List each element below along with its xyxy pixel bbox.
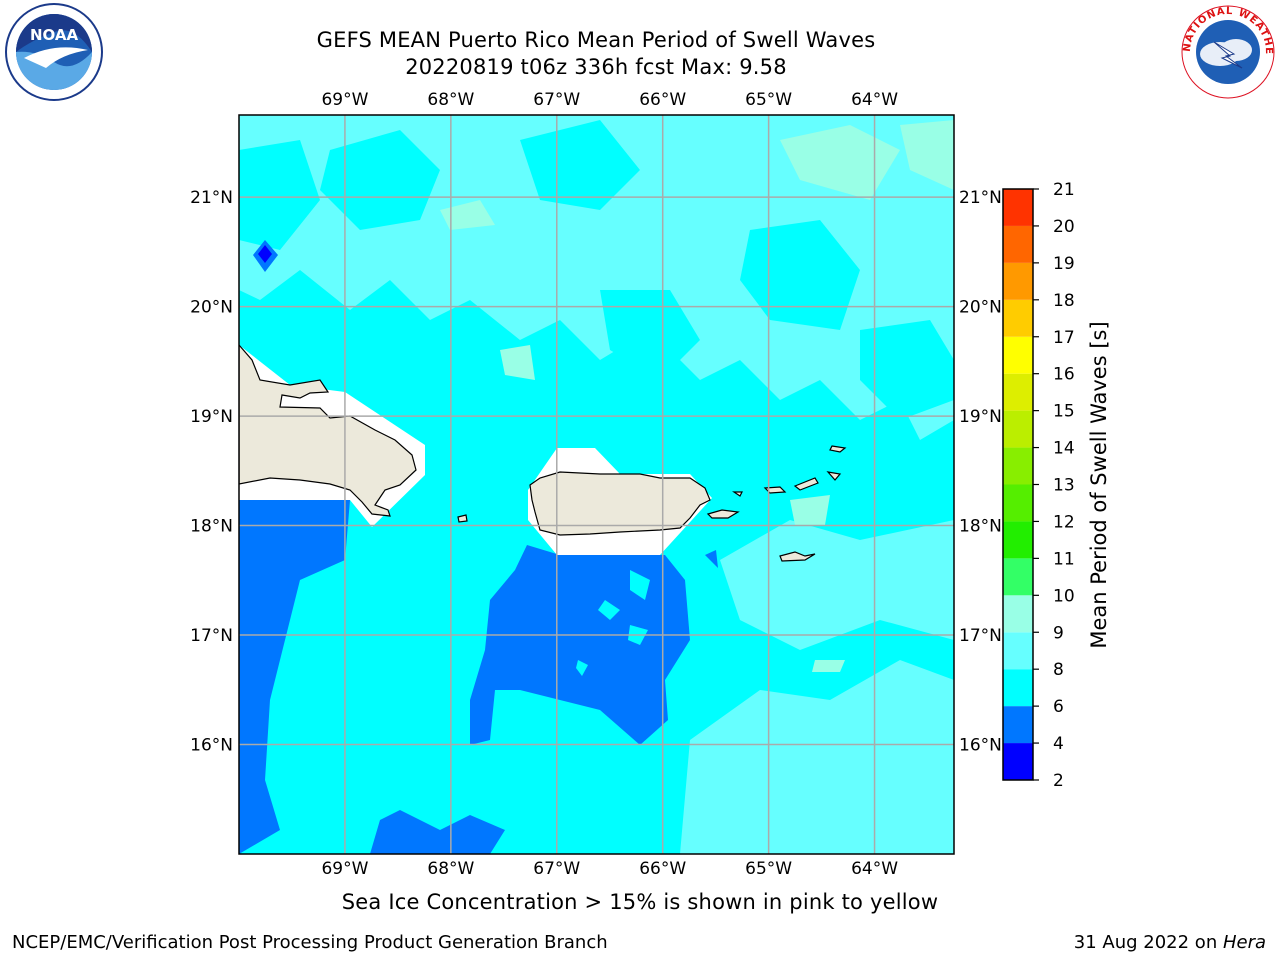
lat-tick-label: 20°N — [959, 298, 1002, 318]
lat-tick-label: 17°N — [959, 626, 1002, 646]
colorbar-segment — [1003, 669, 1033, 707]
colorbar-tick-label: 21 — [1053, 180, 1075, 200]
puerto-rico-land — [529, 471, 711, 536]
lon-tick-label: 66°W — [639, 859, 686, 879]
mona-island — [457, 514, 468, 523]
hispaniola-land — [239, 344, 417, 517]
contour-2-4s — [258, 245, 272, 263]
lat-tick-label: 19°N — [959, 407, 1002, 427]
anguilla-island — [826, 471, 842, 481]
colorbar-label: Mean Period of Swell Waves [s] — [1087, 321, 1111, 648]
colorbar-tick-label: 2 — [1053, 771, 1064, 791]
graticule — [239, 115, 954, 854]
colorbar-segment — [1003, 558, 1033, 596]
colorbar-segment — [1003, 262, 1033, 300]
lon-tick-label: 69°W — [321, 90, 368, 110]
colorbar-tick-label: 9 — [1053, 623, 1064, 643]
lat-tick-label: 21°N — [190, 188, 233, 208]
colorbar-segment — [1003, 484, 1033, 522]
colorbar-segment — [1003, 743, 1033, 780]
land — [239, 344, 847, 562]
footer-date: 31 Aug 2022 on Hera — [1074, 932, 1266, 953]
lat-tick-label: 19°N — [190, 407, 233, 427]
noaa-logo: NOAA — [5, 3, 103, 101]
lat-labels-left: 21°N 20°N 19°N 18°N 17°N 16°N — [190, 188, 233, 755]
colorbar-tick-label: 4 — [1053, 734, 1064, 754]
contour-4-6s — [239, 240, 718, 854]
lon-tick-label: 66°W — [639, 90, 686, 110]
lon-tick-label: 67°W — [533, 859, 580, 879]
footer-host: Hera — [1222, 932, 1266, 953]
lon-tick-label: 67°W — [533, 90, 580, 110]
lat-tick-label: 18°N — [190, 517, 233, 537]
colorbar-tick-label: 10 — [1053, 586, 1075, 606]
sea-ice-caption: Sea Ice Concentration > 15% is shown in … — [341, 890, 939, 914]
colorbar-tick-label: 13 — [1053, 476, 1075, 496]
lon-tick-label: 64°W — [851, 90, 898, 110]
lon-tick-label: 68°W — [427, 90, 474, 110]
lat-tick-label: 16°N — [959, 736, 1002, 756]
map-plot-area — [239, 115, 954, 854]
colorbar-segment — [1003, 225, 1033, 263]
colorbar-segment — [1003, 706, 1033, 744]
colorbar-tick-label: 19 — [1053, 254, 1075, 274]
colorbar-tick-label: 20 — [1053, 217, 1075, 237]
colorbar-segment — [1003, 632, 1033, 670]
colorbar-segment — [1003, 189, 1033, 226]
lat-tick-label: 17°N — [190, 626, 233, 646]
colorbar-tick-label: 14 — [1053, 439, 1075, 459]
map-frame — [238, 114, 955, 855]
colorbar: 2 4 6 8 9 10 11 12 13 14 15 16 17 18 19 20 21 — [1002, 180, 1075, 791]
footer-date-text: 31 Aug 2022 on — [1073, 932, 1223, 953]
colorbar-tick-label: 17 — [1053, 328, 1075, 348]
colorbar-segment — [1003, 373, 1033, 411]
lon-tick-label: 68°W — [427, 859, 474, 879]
lon-tick-label: 65°W — [745, 859, 792, 879]
lat-tick-label: 21°N — [959, 188, 1002, 208]
lon-labels-top: 69°W 68°W 67°W 66°W 65°W 64°W — [321, 90, 898, 110]
footer-credit: NCEP/EMC/Verification Post Processing Pr… — [12, 932, 608, 953]
nws-logo: NATIONAL WEATHER SERVICE — [1178, 2, 1275, 99]
colorbar-segment — [1003, 299, 1033, 337]
lat-tick-label: 20°N — [190, 298, 233, 318]
noaa-logo-text: NOAA — [30, 26, 79, 44]
contour-6-8s — [239, 120, 954, 420]
colorbar-segment — [1003, 336, 1033, 374]
lon-labels-bottom: 69°W 68°W 67°W 66°W 65°W 64°W — [321, 859, 898, 879]
bvi-island — [793, 477, 819, 491]
colorbar-tick-label: 12 — [1053, 512, 1075, 532]
colorbar-segment — [1003, 447, 1033, 485]
lat-tick-label: 18°N — [959, 517, 1002, 537]
colorbar-segment — [1003, 521, 1033, 559]
colorbar-segment — [1003, 595, 1033, 633]
lon-tick-label: 69°W — [321, 859, 368, 879]
map-subtitle: 20220819 t06z 336h fcst Max: 9.58 — [405, 55, 787, 79]
colorbar-tick-label: 16 — [1053, 365, 1075, 385]
lat-labels-right: 21°N 20°N 19°N 18°N 17°N 16°N — [959, 188, 1002, 755]
lon-tick-label: 64°W — [851, 859, 898, 879]
colorbar-tick-label: 8 — [1053, 660, 1064, 680]
contour-9-10s — [440, 120, 954, 672]
colorbar-tick-label: 15 — [1053, 402, 1075, 422]
colorbar-tick-label: 6 — [1053, 697, 1064, 717]
contour-inner-6-8s — [576, 570, 650, 676]
anegada-island — [829, 445, 847, 453]
colorbar-tick-label: 18 — [1053, 291, 1075, 311]
lon-tick-label: 65°W — [745, 90, 792, 110]
colorbar-segment — [1003, 410, 1033, 448]
map-title: GEFS MEAN Puerto Rico Mean Period of Swe… — [316, 28, 876, 52]
st-croix-island — [779, 551, 816, 562]
culebra-island — [732, 491, 743, 497]
colorbar-tick-label: 11 — [1053, 549, 1075, 569]
lat-tick-label: 16°N — [190, 736, 233, 756]
vieques-island — [706, 509, 740, 519]
